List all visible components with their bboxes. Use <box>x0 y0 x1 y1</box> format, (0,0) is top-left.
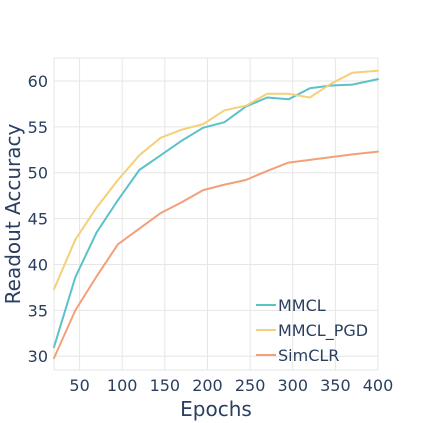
y-tick-label: 45 <box>28 210 48 229</box>
y-tick-label: 30 <box>28 347 48 366</box>
legend: MMCL MMCL_PGD SimCLR <box>256 296 368 365</box>
x-tick-label: 300 <box>277 376 308 395</box>
x-tick-label: 250 <box>235 376 266 395</box>
x-tick-label: 50 <box>69 376 89 395</box>
series-line-simclr <box>53 150 379 360</box>
legend-label-mmcl: MMCL <box>278 296 326 315</box>
y-axis-label: Readout Accuracy <box>1 124 25 305</box>
x-tick-label: 150 <box>150 376 181 395</box>
x-axis-ticks: 50 100 150 200 250 300 350 400 <box>69 376 393 395</box>
x-tick-label: 400 <box>363 376 394 395</box>
y-tick-label: 60 <box>28 72 48 91</box>
x-tick-label: 350 <box>320 376 351 395</box>
series-lines <box>53 69 379 360</box>
x-tick-label: 100 <box>107 376 138 395</box>
y-tick-label: 35 <box>28 301 48 320</box>
y-axis-ticks: 30 35 40 45 50 55 60 <box>28 72 48 366</box>
y-tick-label: 40 <box>28 255 48 274</box>
legend-label-mmcl-pgd: MMCL_PGD <box>278 321 368 341</box>
y-tick-label: 55 <box>28 118 48 137</box>
series-line-mmcl-pgd <box>53 69 379 291</box>
legend-label-simclr: SimCLR <box>278 346 339 365</box>
y-tick-label: 50 <box>28 164 48 183</box>
x-axis-label: Epochs <box>180 397 252 421</box>
x-tick-label: 200 <box>192 376 223 395</box>
series-line-mmcl <box>53 78 379 349</box>
grid-lines <box>53 57 379 371</box>
